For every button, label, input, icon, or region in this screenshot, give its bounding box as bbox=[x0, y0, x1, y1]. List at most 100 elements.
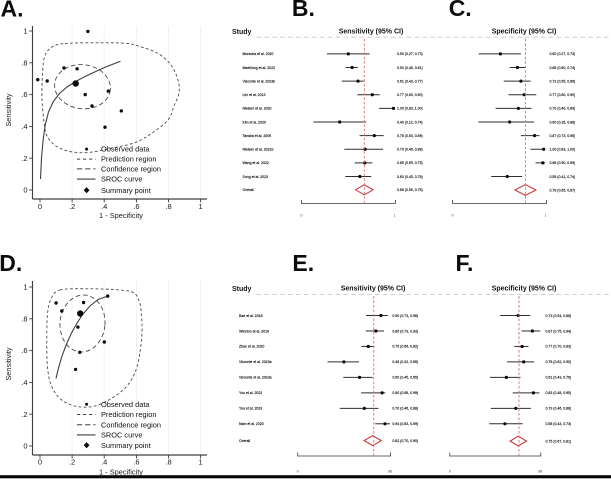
svg-text:Study: Study bbox=[232, 286, 252, 293]
svg-text:Study: Study bbox=[232, 29, 252, 36]
svg-text:D.: D. bbox=[0, 250, 22, 276]
svg-text:1: 1 bbox=[23, 27, 27, 36]
svg-text:0.61 (0.43, 0.76): 0.61 (0.43, 0.76) bbox=[546, 376, 572, 380]
svg-text:1 - Specificity: 1 - Specificity bbox=[99, 211, 143, 220]
svg-text:0.94 (0.83, 0.99): 0.94 (0.83, 0.99) bbox=[392, 422, 418, 426]
svg-text:0.63 (0.45, 0.78): 0.63 (0.45, 0.78) bbox=[397, 175, 423, 179]
svg-text:Maeklong et al. 2022: Maeklong et al. 2022 bbox=[243, 66, 276, 70]
svg-text:Visconte et al. 2023a: Visconte et al. 2023a bbox=[239, 376, 272, 380]
svg-text:0.85 (0.73, 0.93): 0.85 (0.73, 0.93) bbox=[392, 329, 418, 333]
svg-text:Muraoka et al. 2020: Muraoka et al. 2020 bbox=[243, 52, 274, 56]
svg-text:0.77 (0.60, 0.90): 0.77 (0.60, 0.90) bbox=[550, 93, 576, 97]
svg-text:0.58 (0.43, 0.73): 0.58 (0.43, 0.73) bbox=[546, 422, 572, 426]
svg-text:0.72 (0.55, 0.86): 0.72 (0.55, 0.86) bbox=[550, 79, 576, 83]
svg-text:E.: E. bbox=[292, 250, 314, 276]
svg-text:0.60 (0.45, 0.65): 0.60 (0.45, 0.65) bbox=[392, 376, 418, 380]
svg-text:0: 0 bbox=[23, 186, 27, 195]
svg-text:1: 1 bbox=[393, 214, 395, 218]
svg-text:SROC curve: SROC curve bbox=[101, 175, 142, 184]
svg-text:Sensitivity: Sensitivity bbox=[4, 347, 13, 381]
svg-text:Kim et al. 2020: Kim et al. 2020 bbox=[243, 120, 266, 124]
svg-text:0.70 (0.40, 0.89): 0.70 (0.40, 0.89) bbox=[550, 107, 576, 111]
svg-text:0: 0 bbox=[23, 442, 27, 451]
svg-text:Observed data: Observed data bbox=[101, 145, 150, 154]
svg-text:.4: .4 bbox=[21, 122, 27, 131]
svg-text:Sensitivity: Sensitivity bbox=[4, 93, 13, 127]
svg-text:Winston et al. 2019: Winston et al. 2019 bbox=[239, 329, 269, 333]
svg-text:Song et al. 2023: Song et al. 2023 bbox=[243, 175, 269, 179]
svg-text:.6: .6 bbox=[133, 202, 139, 211]
svg-text:Confidence region: Confidence region bbox=[101, 420, 161, 429]
svg-text:1.00 (0.83, 1.00): 1.00 (0.83, 1.00) bbox=[397, 107, 423, 111]
svg-text:0.58 (0.41, 0.74): 0.58 (0.41, 0.74) bbox=[550, 175, 576, 179]
svg-text:0.90 (0.68, 0.99): 0.90 (0.68, 0.99) bbox=[392, 391, 418, 395]
svg-text:You et al. 2023: You et al. 2023 bbox=[239, 407, 262, 411]
svg-text:Prediction region: Prediction region bbox=[101, 410, 156, 419]
svg-text:Visconte et al. 2023b: Visconte et al. 2023b bbox=[243, 79, 276, 83]
svg-text:0: 0 bbox=[449, 470, 451, 474]
svg-text:0.87 (0.73, 0.95): 0.87 (0.73, 0.95) bbox=[550, 134, 576, 138]
svg-text:0.87 (0.75, 0.94): 0.87 (0.75, 0.94) bbox=[546, 329, 572, 333]
svg-text:.8: .8 bbox=[165, 202, 171, 211]
svg-text:0.68 (0.60, 0.74): 0.68 (0.60, 0.74) bbox=[550, 66, 576, 70]
svg-text:Tanaka et al. 2009: Tanaka et al. 2009 bbox=[243, 134, 272, 138]
svg-text:0.78 (0.62, 0.90): 0.78 (0.62, 0.90) bbox=[546, 360, 572, 364]
svg-text:0: 0 bbox=[452, 214, 454, 218]
svg-text:Lim et al. 2013: Lim et al. 2013 bbox=[243, 93, 266, 97]
svg-text:1: 1 bbox=[199, 458, 203, 467]
svg-text:.8: .8 bbox=[21, 314, 27, 323]
svg-text:.2: .2 bbox=[69, 458, 75, 467]
svg-text:.2: .2 bbox=[21, 154, 27, 163]
svg-text:0.78 (0.65, 0.87): 0.78 (0.65, 0.87) bbox=[550, 188, 576, 192]
svg-text:Bae et al. 2018: Bae et al. 2018 bbox=[239, 314, 263, 318]
svg-text:Confidence region: Confidence region bbox=[101, 165, 161, 174]
svg-text:0.49 (0.32, 0.66): 0.49 (0.32, 0.66) bbox=[392, 360, 418, 364]
svg-text:.6: .6 bbox=[21, 90, 27, 99]
svg-text:0.40 (0.12, 0.74): 0.40 (0.12, 0.74) bbox=[397, 120, 423, 124]
svg-text:A.: A. bbox=[1, 0, 24, 22]
svg-text:0.68 (0.56, 0.78): 0.68 (0.56, 0.78) bbox=[397, 188, 423, 192]
svg-text:.98: .98 bbox=[538, 470, 543, 474]
svg-text:0.77 (0.60, 0.90): 0.77 (0.60, 0.90) bbox=[397, 93, 423, 97]
svg-text:0.70 (0.46, 0.88): 0.70 (0.46, 0.88) bbox=[397, 148, 423, 152]
svg-text:.4: .4 bbox=[101, 202, 107, 211]
svg-text:Sensitivity (95% CI): Sensitivity (95% CI) bbox=[339, 29, 404, 36]
svg-text:0.53 (0.46, 0.61): 0.53 (0.46, 0.61) bbox=[397, 66, 423, 70]
svg-text:.2: .2 bbox=[69, 202, 75, 211]
svg-text:.8: .8 bbox=[21, 58, 27, 67]
svg-text:.8: .8 bbox=[165, 458, 171, 467]
svg-text:C.: C. bbox=[449, 0, 472, 21]
svg-text:Summary point: Summary point bbox=[101, 186, 151, 195]
svg-text:1 - Specificity: 1 - Specificity bbox=[99, 467, 143, 476]
svg-text:.98: .98 bbox=[387, 470, 392, 474]
svg-text:0.70 (0.46, 0.88): 0.70 (0.46, 0.88) bbox=[392, 407, 418, 411]
svg-text:Specificity (95% CI): Specificity (95% CI) bbox=[492, 29, 557, 36]
svg-text:0: 0 bbox=[300, 214, 302, 218]
svg-text:0.75 (0.67, 0.81): 0.75 (0.67, 0.81) bbox=[546, 439, 572, 443]
svg-text:.4: .4 bbox=[21, 378, 27, 387]
svg-text:0.73 (0.46, 0.88): 0.73 (0.46, 0.88) bbox=[546, 407, 572, 411]
svg-text:1: 1 bbox=[545, 214, 547, 218]
svg-text:Prediction region: Prediction region bbox=[101, 155, 156, 164]
svg-text:1: 1 bbox=[199, 202, 203, 211]
svg-text:0.73 (0.54, 0.88): 0.73 (0.54, 0.88) bbox=[546, 314, 572, 318]
svg-text:0.50 (0.27, 0.73): 0.50 (0.27, 0.73) bbox=[550, 52, 576, 56]
svg-text:Summary point: Summary point bbox=[101, 441, 151, 450]
svg-text:B.: B. bbox=[292, 0, 315, 21]
svg-text:0.61 (0.43, 0.77): 0.61 (0.43, 0.77) bbox=[397, 79, 423, 83]
svg-text:Overall: Overall bbox=[239, 439, 250, 443]
svg-text:Nam et al. 2020: Nam et al. 2020 bbox=[239, 422, 264, 426]
svg-text:0.83 (0.48, 0.95): 0.83 (0.48, 0.95) bbox=[546, 391, 572, 395]
svg-text:Nielsen et al. 2021b: Nielsen et al. 2021b bbox=[243, 148, 274, 152]
svg-text:Visconte et al. 2023a: Visconte et al. 2023a bbox=[239, 360, 272, 364]
svg-text:1.00 (0.83, 1.00): 1.00 (0.83, 1.00) bbox=[550, 148, 576, 152]
svg-text:0.65 (0.55, 0.75): 0.65 (0.55, 0.75) bbox=[397, 161, 423, 165]
svg-text:0.60 (0.26, 0.88): 0.60 (0.26, 0.88) bbox=[550, 120, 576, 124]
svg-text:.4: .4 bbox=[101, 458, 107, 467]
svg-text:0.82 (0.70, 0.90): 0.82 (0.70, 0.90) bbox=[392, 439, 418, 443]
svg-text:You et al. 2022: You et al. 2022 bbox=[239, 391, 262, 395]
svg-text:F.: F. bbox=[456, 250, 474, 276]
svg-text:0.75 (0.66, 0.82): 0.75 (0.66, 0.82) bbox=[392, 345, 418, 349]
svg-text:0: 0 bbox=[297, 470, 299, 474]
svg-text:.2: .2 bbox=[21, 410, 27, 419]
